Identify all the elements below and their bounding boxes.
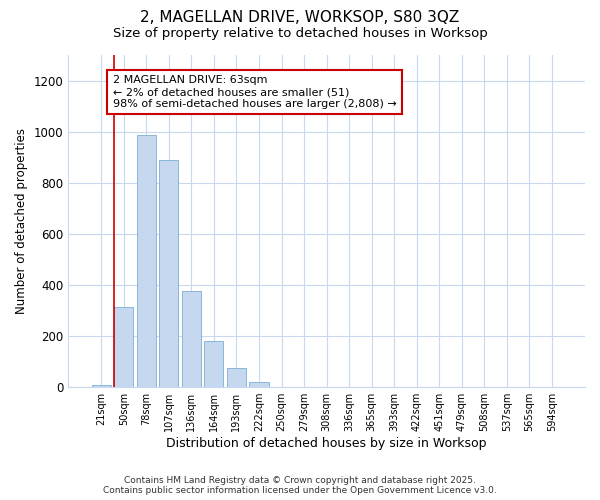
Text: 2, MAGELLAN DRIVE, WORKSOP, S80 3QZ: 2, MAGELLAN DRIVE, WORKSOP, S80 3QZ	[140, 10, 460, 25]
Bar	[227, 368, 246, 387]
Text: Contains HM Land Registry data © Crown copyright and database right 2025.
Contai: Contains HM Land Registry data © Crown c…	[103, 476, 497, 495]
Bar	[114, 306, 133, 387]
Bar	[205, 341, 223, 387]
Bar	[137, 136, 156, 387]
Bar	[250, 382, 269, 387]
Bar	[159, 160, 178, 387]
Y-axis label: Number of detached properties: Number of detached properties	[15, 128, 28, 314]
Text: 2 MAGELLAN DRIVE: 63sqm
← 2% of detached houses are smaller (51)
98% of semi-det: 2 MAGELLAN DRIVE: 63sqm ← 2% of detached…	[113, 76, 396, 108]
X-axis label: Distribution of detached houses by size in Worksop: Distribution of detached houses by size …	[166, 437, 487, 450]
Text: Size of property relative to detached houses in Worksop: Size of property relative to detached ho…	[113, 28, 487, 40]
Bar	[182, 292, 201, 387]
Bar	[92, 384, 111, 387]
